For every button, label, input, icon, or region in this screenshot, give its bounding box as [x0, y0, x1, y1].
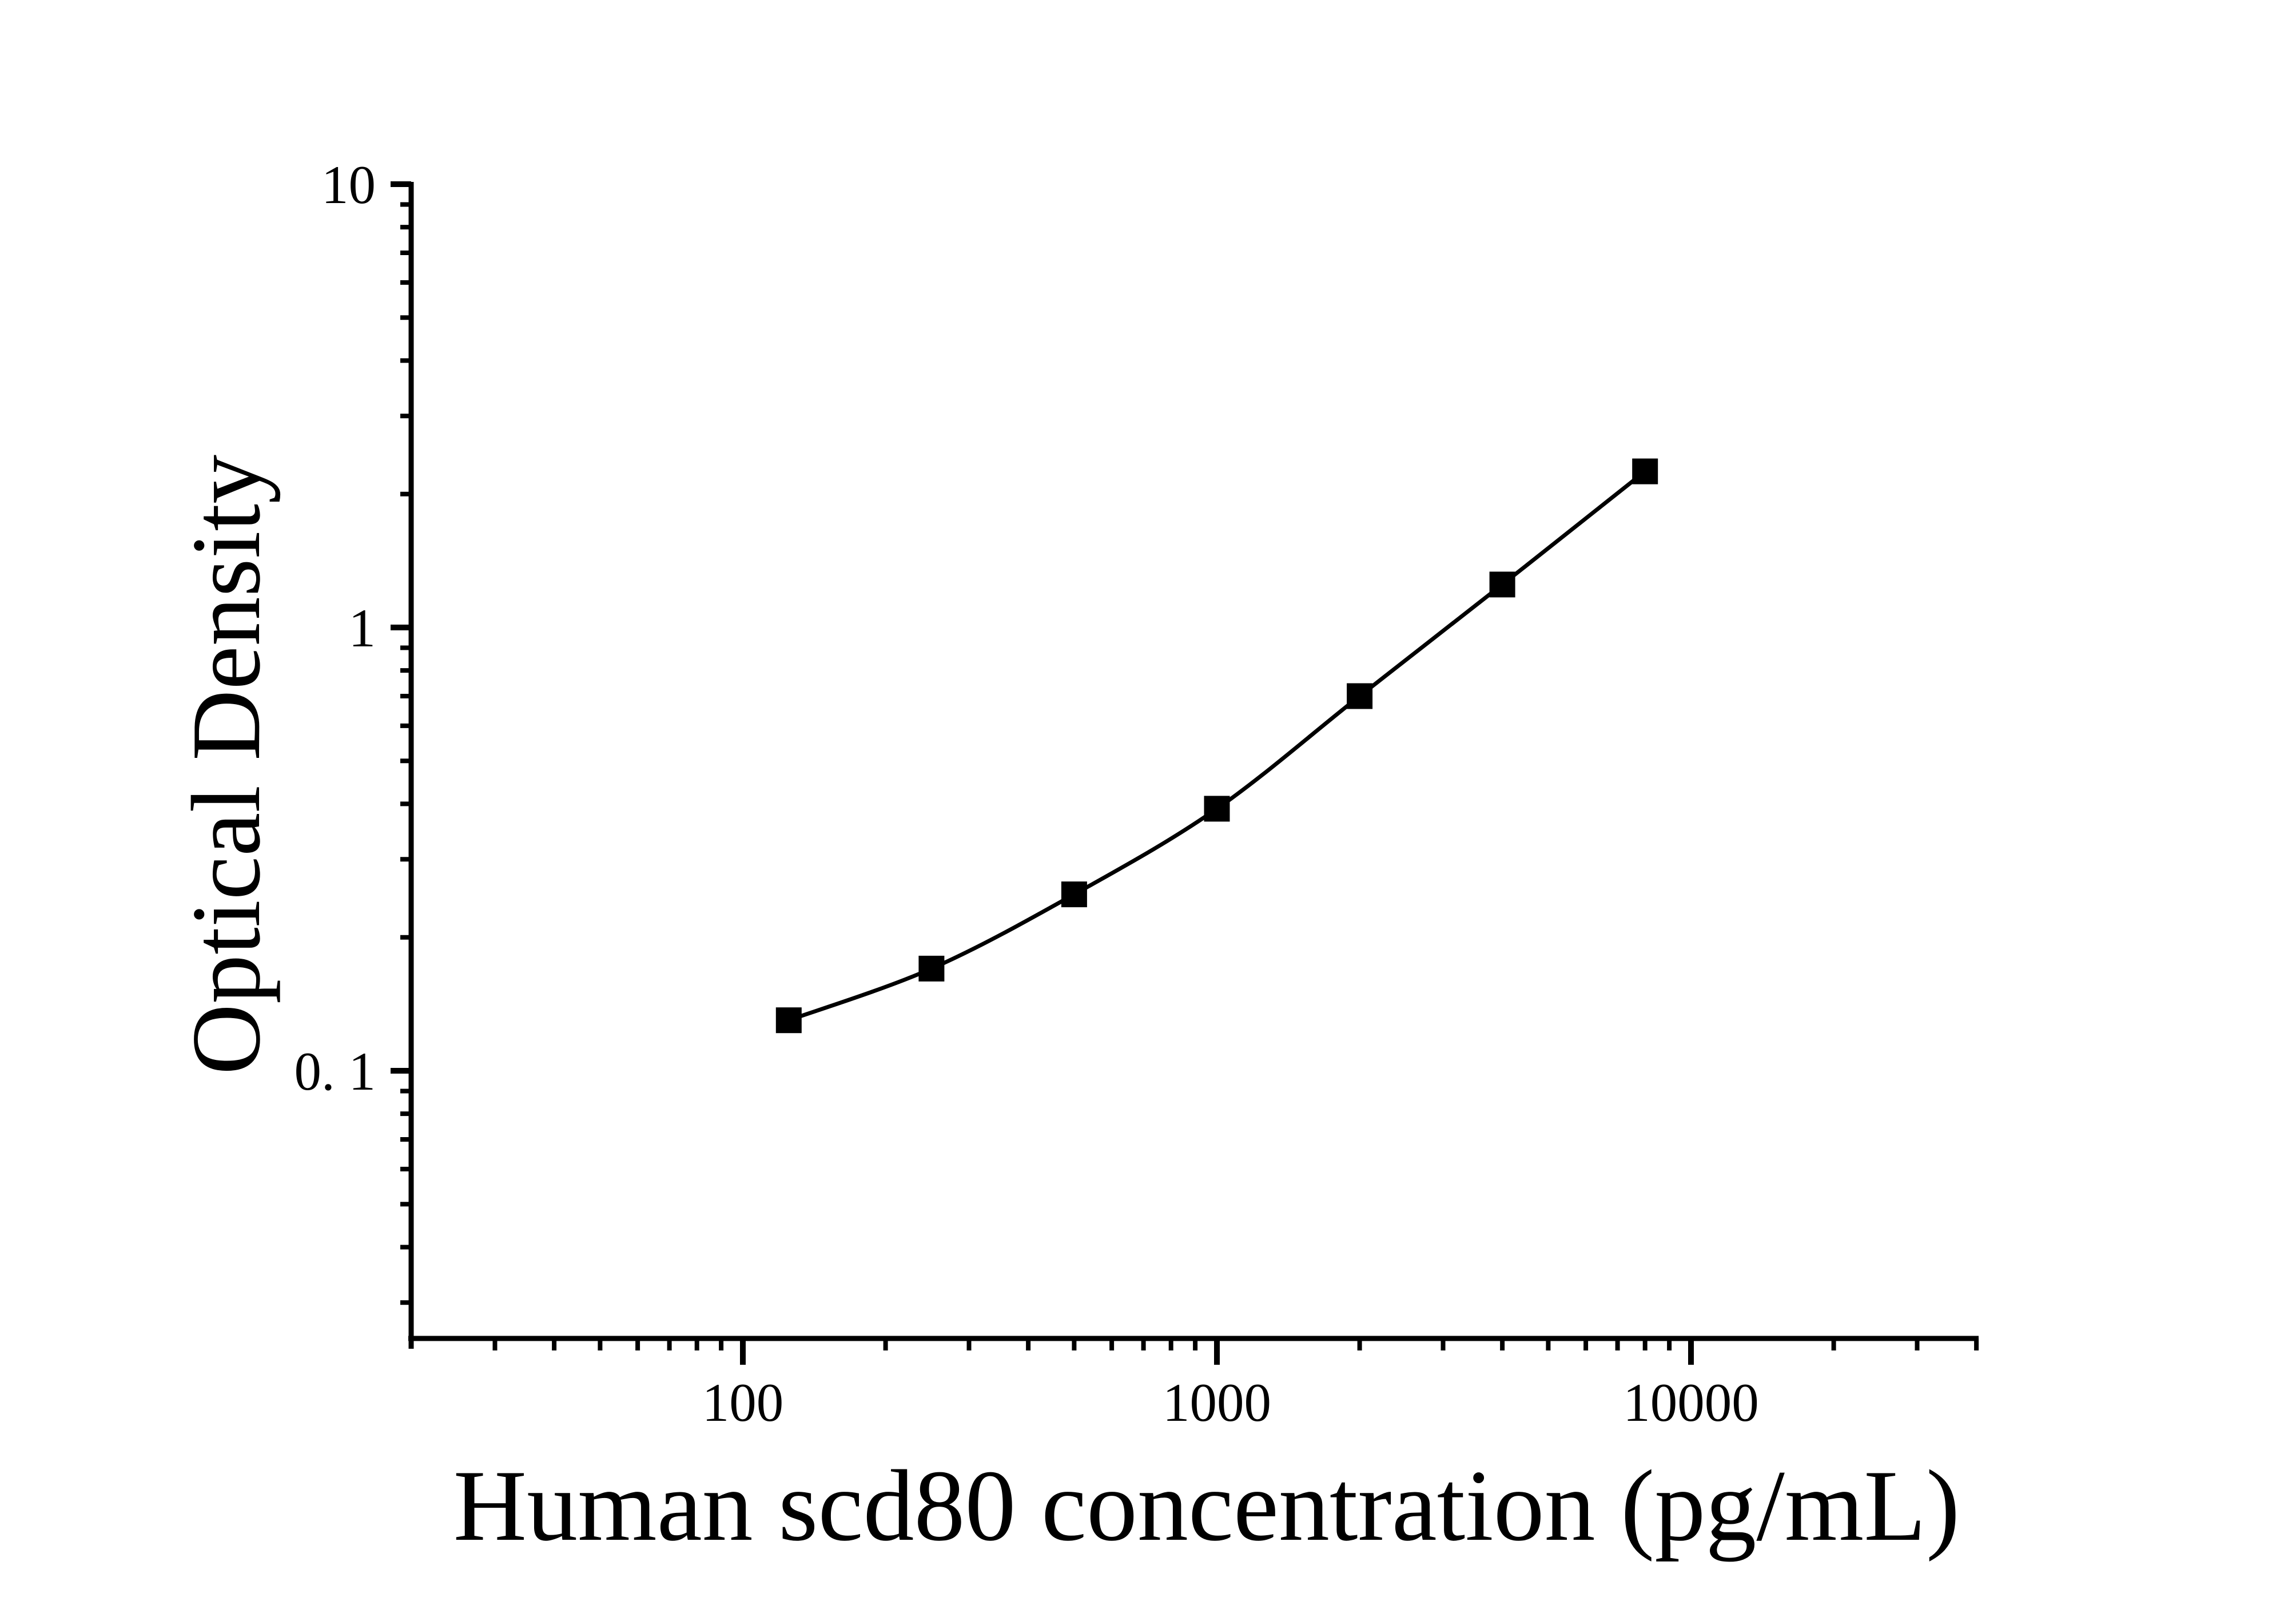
data-point [918, 955, 945, 982]
data-point-markers [775, 458, 1658, 1034]
data-point [775, 1007, 802, 1034]
data-point [1632, 458, 1658, 484]
x-axis-label: Human scd80 concentration (pg/mL) [453, 1449, 1960, 1562]
data-point [1061, 881, 1087, 908]
x-tick-label: 1000 [1163, 1372, 1271, 1433]
y-axis-label: Optical Density [172, 455, 281, 1075]
x-tick-label: 100 [702, 1372, 784, 1433]
y-axis-ticks [391, 181, 411, 1305]
y-tick-label: 10 [321, 154, 376, 215]
data-point [1204, 796, 1230, 822]
y-axis-tick-labels: 10 1 0. 1 [295, 154, 376, 1102]
x-axis-tick-labels: 100 1000 10000 [702, 1372, 1759, 1433]
x-tick-label: 10000 [1623, 1372, 1759, 1433]
data-point [1489, 571, 1515, 598]
y-tick-label: 0. 1 [295, 1041, 376, 1102]
x-axis-ticks [492, 1338, 1979, 1365]
y-tick-label: 1 [349, 598, 376, 658]
standard-curve-line [788, 470, 1646, 1022]
data-point [1347, 683, 1373, 709]
